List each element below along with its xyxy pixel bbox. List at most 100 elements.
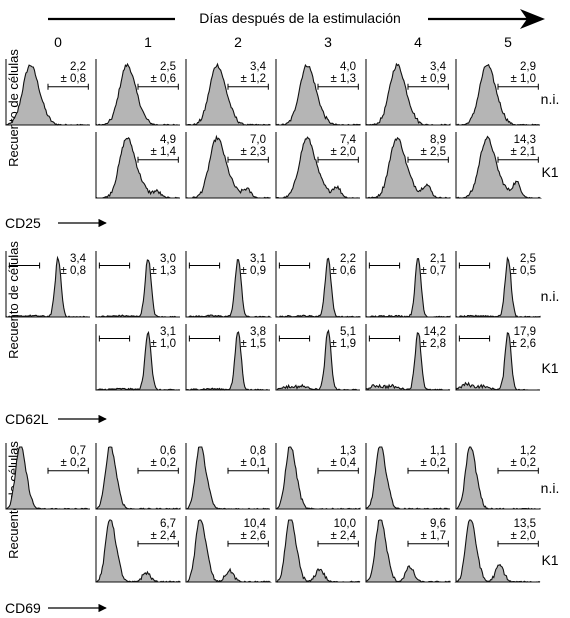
stat-mean: 10,0 — [334, 518, 356, 530]
stat-sd: ± 1,4 — [151, 146, 177, 158]
stat-sd: ± 1,3 — [151, 265, 177, 277]
stat-sd: ± 1,0 — [511, 73, 537, 85]
stat-sd: ± 1,3 — [331, 73, 357, 85]
row-label-ni-cd25: n.i. — [541, 91, 560, 107]
histogram-curve — [186, 259, 272, 318]
histogram-curve — [185, 519, 272, 583]
stat-sd: ± 0,2 — [511, 457, 537, 469]
day-labels: 0 1 2 3 4 5 — [54, 34, 512, 50]
histogram-curve — [365, 519, 451, 583]
histogram-cell-cd69-k1-day1: 6,7± 2,4 — [95, 516, 181, 583]
histogram-curve — [95, 62, 180, 126]
stat-mean: 1,3 — [340, 445, 356, 457]
stat-mean: 0,8 — [250, 445, 266, 457]
stat-mean: 3,8 — [250, 326, 266, 338]
stat-mean: 2,2 — [340, 253, 356, 265]
histogram-curve — [185, 134, 271, 199]
stat-mean: 3,1 — [160, 326, 176, 338]
stat-mean: 9,6 — [430, 518, 446, 530]
stat-sd: ± 2,6 — [241, 530, 267, 542]
timeline-arrowhead-icon — [520, 9, 545, 29]
histogram-cell-cd69-ni-day1: 0,6± 0,2 — [95, 443, 181, 510]
stat-sd: ± 2,1 — [511, 146, 537, 158]
row-label-ni-cd62l: n.i. — [541, 288, 560, 304]
histogram-cell-cd25-k1-day3: 7,4± 2,0 — [275, 132, 360, 199]
stat-mean: 14,2 — [424, 326, 446, 338]
histogram-curve — [365, 62, 451, 126]
stat-mean: 0,7 — [70, 445, 86, 457]
histogram-curve — [365, 258, 451, 318]
histogram-cell-cd25-ni-day1: 2,5± 0,6 — [95, 59, 180, 126]
stat-sd: ± 2,0 — [331, 146, 357, 158]
stat-sd: ± 1,7 — [421, 530, 447, 542]
marker-label-cd62l: CD62L — [5, 411, 49, 427]
histogram-cell-cd69-k1-day4: 9,6± 1,7 — [365, 516, 451, 583]
histogram-cell-cd25-k1-day5: 14,3± 2,1 — [455, 132, 542, 199]
row-label-ni-cd69: n.i. — [541, 480, 560, 496]
stat-sd: ± 0,6 — [151, 73, 177, 85]
stat-mean: 2,1 — [430, 253, 446, 265]
stat-sd: ± 2,4 — [331, 530, 357, 542]
histogram-curve — [455, 446, 541, 510]
stat-mean: 7,4 — [340, 134, 357, 146]
ylabel-panel-cd62l: Recuento de células — [6, 241, 21, 359]
stat-sd: ± 0,6 — [331, 265, 357, 277]
histogram-cell-cd62l-ni-day3: 2,2± 0,6 — [275, 251, 361, 318]
histogram-cell-cd25-k1-day4: 8,9± 2,5 — [365, 132, 451, 199]
stat-mean: 3,4 — [250, 61, 267, 73]
stat-sd: ± 0,1 — [241, 457, 267, 469]
stat-sd: ± 2,4 — [151, 530, 177, 542]
stat-sd: ± 1,0 — [151, 338, 177, 350]
histogram-curve — [5, 446, 90, 510]
stat-sd: ± 0,7 — [421, 265, 447, 277]
histogram-cell-cd25-k1-day1: 4,9± 1,4 — [95, 132, 180, 199]
histogram-cell-cd62l-ni-day1: 3,0± 1,3 — [95, 251, 180, 318]
row-labels: n.i. K1 n.i. K1 n.i. K1 — [541, 91, 560, 568]
stat-mean: 6,7 — [160, 518, 176, 530]
stat-mean: 4,0 — [340, 61, 356, 73]
stat-mean: 14,3 — [514, 134, 536, 146]
stat-mean: 8,9 — [430, 134, 446, 146]
histogram-cell-cd62l-k1-day2: 3,8± 1,5 — [185, 324, 270, 391]
histogram-curve — [455, 63, 541, 126]
histogram-cell-cd69-ni-day2: 0,8± 0,1 — [185, 443, 270, 510]
stat-sd: ± 0,9 — [241, 265, 267, 277]
stat-sd: ± 2,3 — [241, 146, 267, 158]
day-label-1: 1 — [144, 34, 152, 50]
histogram-cell-cd69-k1-day5: 13,5± 2,0 — [454, 516, 541, 583]
histogram-curve — [275, 63, 361, 126]
stat-sd: ± 1,2 — [241, 73, 267, 85]
stat-sd: ± 2,6 — [511, 338, 537, 350]
histogram-cell-cd25-ni-day2: 3,4± 1,2 — [185, 59, 271, 126]
histogram-curve — [455, 256, 541, 318]
histogram-curve — [95, 330, 181, 391]
histogram-curve — [366, 136, 451, 199]
timeline-header: Días después de la estimulación — [48, 9, 545, 29]
histogram-cell-cd25-ni-day0: 2,2± 0,8 — [5, 59, 90, 126]
stat-mean: 2,2 — [70, 61, 86, 73]
histogram-cell-cd62l-ni-day0: 3,4± 0,8 — [5, 251, 90, 318]
stat-sd: ± 0,5 — [511, 265, 537, 277]
ylabel-panel-cd25: Recuento de células — [6, 49, 21, 167]
header-title: Días después de la estimulación — [199, 10, 401, 26]
histogram-cell-cd62l-ni-day5: 2,5± 0,5 — [455, 251, 541, 318]
stat-sd: ± 0,2 — [61, 457, 87, 469]
stat-sd: ± 0,4 — [331, 457, 357, 469]
histogram-cell-cd69-ni-day4: 1,1± 0,2 — [365, 443, 451, 510]
histogram-cell-cd25-ni-day3: 4,0± 1,3 — [275, 59, 361, 126]
stat-sd: ± 2,8 — [421, 338, 447, 350]
histogram-cell-cd25-k1-day2: 7,0± 2,3 — [185, 132, 271, 199]
day-label-3: 3 — [324, 34, 332, 50]
histogram-curve — [186, 62, 271, 126]
histogram-curve — [365, 446, 451, 510]
histogram-curve — [185, 331, 270, 391]
histogram-cell-cd69-ni-day5: 1,2± 0,2 — [455, 443, 541, 510]
stat-sd: ± 2,0 — [511, 530, 537, 542]
histogram-curve — [95, 136, 180, 199]
stat-mean: 5,1 — [340, 326, 356, 338]
stat-mean: 1,2 — [520, 445, 536, 457]
marker-label-cd25: CD25 — [5, 215, 41, 231]
stat-sd: ± 0,2 — [421, 457, 447, 469]
stat-mean: 2,5 — [160, 61, 176, 73]
